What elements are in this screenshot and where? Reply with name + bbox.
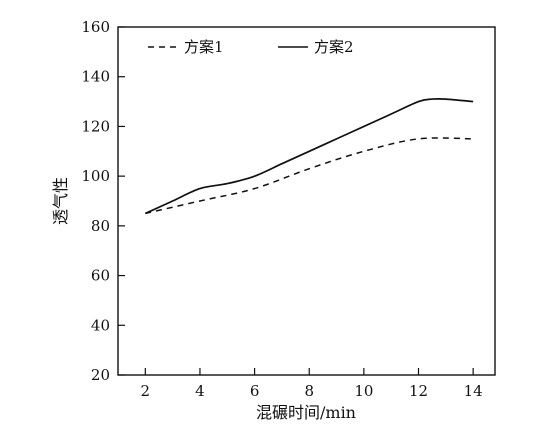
plot-frame <box>117 26 496 376</box>
x-axis-title: 混碾时间/min <box>256 403 356 422</box>
x-tick-label: 4 <box>195 382 205 400</box>
x-tick-label: 8 <box>304 382 314 400</box>
x-tick-label: 10 <box>354 382 373 400</box>
series-line-2 <box>144 97 474 215</box>
legend-label-series-1: 方案1 <box>184 38 224 56</box>
x-tick-label: 6 <box>250 382 260 400</box>
y-tick-label: 20 <box>91 366 110 384</box>
y-tick-label: 80 <box>91 217 110 235</box>
x-tick-label: 2 <box>141 382 151 400</box>
x-tick-label: 14 <box>464 382 483 400</box>
legend-label-series-2: 方案2 <box>314 38 354 56</box>
series-layer <box>144 97 474 215</box>
y-axis-title: 透气性 <box>51 177 70 225</box>
y-tick-label: 40 <box>91 316 110 334</box>
y-tick-label: 120 <box>81 117 110 135</box>
y-tick-label: 100 <box>81 167 110 185</box>
y-tick-label: 160 <box>81 18 110 36</box>
legend: 方案1 方案2 <box>148 38 354 56</box>
y-axis-ticks: 20 40 60 80 100 120 140 160 <box>81 18 125 384</box>
y-tick-label: 60 <box>91 267 110 285</box>
x-axis-ticks: 2 4 6 8 10 12 14 <box>141 368 483 400</box>
y-tick-label: 140 <box>81 68 110 86</box>
series-line-1 <box>145 137 474 215</box>
x-tick-label: 12 <box>409 382 428 400</box>
